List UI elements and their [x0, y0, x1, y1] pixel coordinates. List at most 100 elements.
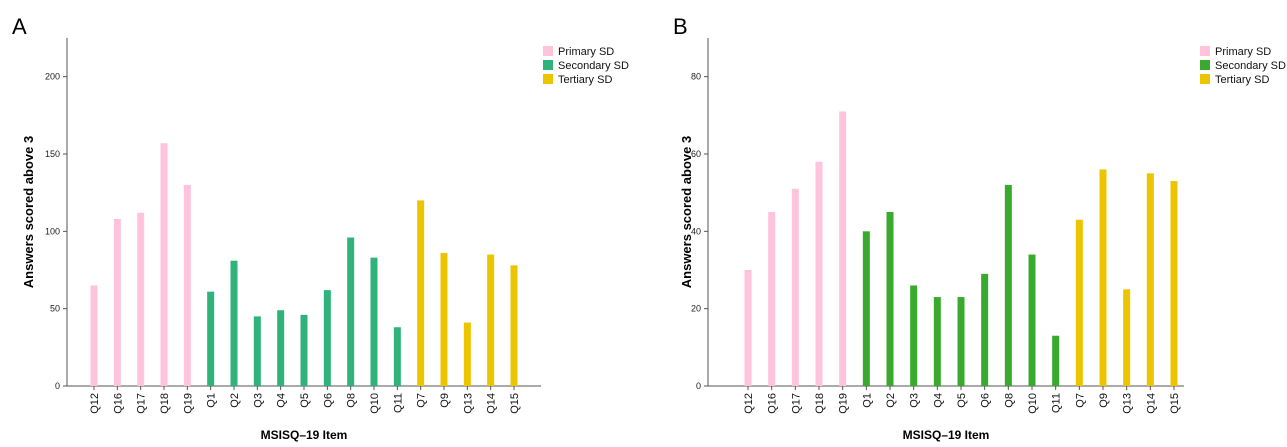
bar-Q15 — [510, 265, 518, 386]
x-tick-label: Q6 — [980, 393, 992, 408]
x-tick-label: Q14 — [486, 393, 498, 414]
bar-Q6 — [981, 273, 989, 386]
x-tick-label: Q2 — [885, 393, 897, 408]
x-tick-label: Q12 — [743, 393, 755, 414]
y-tick-label: 80 — [691, 72, 701, 82]
bar-Q11 — [393, 327, 401, 386]
bar-Q4 — [933, 297, 941, 386]
x-tick-label: Q17 — [790, 393, 802, 414]
x-tick-label: Q4 — [276, 393, 288, 408]
legend-swatch — [1200, 60, 1210, 70]
x-tick-label: Q7 — [1074, 393, 1086, 408]
bar-Q10 — [370, 257, 378, 386]
x-tick-label: Q2 — [229, 393, 241, 408]
bar-Q17 — [137, 212, 145, 386]
legend-label: Primary SD — [1215, 46, 1271, 58]
x-tick-label: Q6 — [322, 393, 334, 408]
x-tick-label: Q3 — [909, 393, 921, 408]
x-tick-label: Q5 — [956, 393, 968, 408]
bar-Q6 — [323, 290, 331, 386]
x-tick-label: Q12 — [89, 393, 101, 414]
panel-label-b: B — [673, 14, 688, 39]
chart-a-svg: 0 50 100 150 200 Q12 Q16 Q17 Q18 Q19 Q1 Q2 Q3 Q4 Q5 Q6 Q… — [21, 38, 629, 442]
bar-Q14 — [1146, 173, 1154, 386]
x-tick-label: Q9 — [439, 393, 451, 408]
y-axis-title: Answers scored above 3 — [21, 136, 36, 288]
x-tick-label: Q11 — [1051, 393, 1063, 413]
x-tick-label: Q8 — [346, 393, 358, 408]
x-tick-label: Q11 — [392, 393, 404, 413]
bar-Q5 — [300, 314, 308, 386]
x-tick-label: Q19 — [182, 393, 194, 414]
bar-Q9 — [440, 252, 448, 386]
legend-swatch — [543, 46, 553, 56]
x-tick-label: Q8 — [1003, 393, 1015, 408]
y-tick-label: 60 — [691, 149, 701, 159]
bar-Q18 — [815, 161, 823, 386]
x-tick-label: Q17 — [136, 393, 148, 414]
bar-Q13 — [1123, 289, 1131, 386]
legend-swatch — [1200, 46, 1210, 56]
x-tick-label: Q15 — [1169, 393, 1181, 414]
x-axis-title: MSISQ–19 Item — [903, 428, 990, 442]
y-tick-label: 40 — [691, 226, 701, 236]
bar-Q12 — [744, 270, 752, 386]
y-tick-label: 50 — [50, 304, 60, 314]
bar-Q1 — [862, 231, 870, 386]
bar-Q13 — [463, 322, 471, 386]
y-tick-label: 200 — [45, 72, 60, 82]
x-tick-label: Q15 — [509, 393, 521, 414]
x-tick-label: Q9 — [1098, 393, 1110, 408]
legend-swatch — [543, 74, 553, 84]
bar-Q16 — [113, 218, 121, 386]
legend-label: Tertiary SD — [558, 74, 612, 86]
panel-label-a: A — [12, 14, 27, 39]
bar-Q4 — [277, 310, 285, 386]
bar-Q19 — [839, 111, 847, 386]
bar-Q1 — [207, 291, 215, 386]
x-tick-label: Q18 — [159, 393, 171, 414]
bar-Q3 — [910, 285, 918, 386]
x-tick-label: Q13 — [462, 393, 474, 414]
y-tick-label: 150 — [45, 149, 60, 159]
y-axis-title: Answers scored above 3 — [679, 136, 694, 288]
bar-Q5 — [957, 297, 965, 386]
bar-Q18 — [160, 143, 168, 386]
bar-Q2 — [230, 260, 238, 386]
x-tick-label: Q18 — [814, 393, 826, 414]
x-tick-label: Q10 — [1027, 393, 1039, 414]
bar-Q19 — [183, 184, 191, 386]
legend-label: Secondary SD — [558, 60, 629, 72]
chart-panel-b: B 0 20 40 60 80 Q12 Q16 Q17 Q18 Q19 Q1 Q2 Q3 Q4 Q5 Q6 Q8… — [660, 0, 1287, 442]
bar-Q3 — [253, 316, 261, 386]
x-tick-label: Q5 — [299, 393, 311, 408]
y-tick-label: 0 — [696, 381, 701, 391]
legend-swatch — [1200, 74, 1210, 84]
legend-label: Secondary SD — [1215, 60, 1286, 72]
x-tick-label: Q4 — [932, 393, 944, 408]
y-tick-label: 100 — [45, 226, 60, 236]
bar-Q17 — [791, 188, 799, 386]
bar-Q9 — [1099, 169, 1107, 386]
legend-swatch — [543, 60, 553, 70]
x-tick-label: Q7 — [416, 393, 428, 408]
x-tick-label: Q19 — [838, 393, 850, 414]
bar-Q2 — [886, 212, 894, 386]
bar-Q15 — [1170, 181, 1178, 386]
chart-panel-a: A 0 50 100 150 200 Q12 Q16 Q17 Q18 Q19 Q1 Q2 Q3 Q4 Q5 Q… — [0, 0, 640, 442]
x-axis-title: MSISQ–19 Item — [261, 428, 348, 442]
x-tick-label: Q13 — [1122, 393, 1134, 414]
legend-label: Tertiary SD — [1215, 74, 1269, 86]
bar-Q7 — [1075, 219, 1083, 386]
bar-Q14 — [487, 254, 495, 386]
y-tick-label: 20 — [691, 304, 701, 314]
y-tick-label: 0 — [55, 381, 60, 391]
bar-Q8 — [347, 237, 355, 386]
bar-Q12 — [90, 285, 98, 386]
bar-Q11 — [1052, 335, 1060, 386]
x-tick-label: Q16 — [112, 393, 124, 414]
bar-Q10 — [1028, 254, 1036, 386]
x-tick-label: Q1 — [206, 393, 218, 408]
chart-b-svg: 0 20 40 60 80 Q12 Q16 Q17 Q18 Q19 Q1 Q2 Q3 Q4 Q5 Q6 Q8 Q1… — [679, 38, 1286, 442]
bar-Q8 — [1004, 184, 1012, 386]
